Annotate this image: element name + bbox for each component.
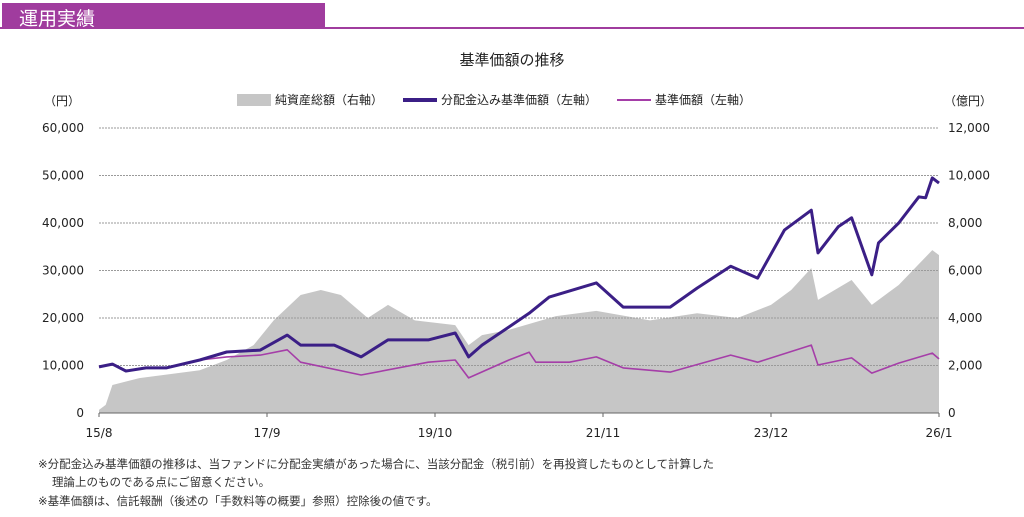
legend-swatch-nav (617, 98, 652, 101)
x-tick-label: 26/1 (926, 426, 953, 440)
section-title: 運用実績 (19, 8, 96, 30)
y-right-tick-label: 8,000 (948, 216, 982, 230)
left-axis-unit: （円） (44, 94, 81, 108)
legend-item-net-assets: 純資産総額（右軸） (237, 91, 383, 108)
series-line-nav-reinvested (98, 176, 940, 373)
y-left-tick-label: 10,000 (42, 359, 84, 373)
note-3: ※基準価額は、信託報酬（後述の「手数料等の概要」参照）控除後の値です。 (38, 494, 438, 508)
y-left-tick-label: 60,000 (42, 121, 84, 135)
y-left-tick-label: 50,000 (42, 169, 84, 183)
x-tick-label: 17/9 (254, 426, 281, 440)
legend-label-nav-reinvested: 分配金込み基準価額（左軸） (441, 93, 598, 107)
y-right-tick-label: 2,000 (948, 359, 982, 373)
y-right-tick-label: 4,000 (948, 311, 982, 325)
legend-label-net-assets: 純資産総額（右軸） (275, 93, 384, 107)
x-tick-label: 19/10 (418, 426, 453, 440)
note-1: ※分配金込み基準価額の推移は、当ファンドに分配金実績があった場合に、当該分配金（… (38, 457, 714, 471)
x-tick-label: 23/12 (754, 426, 789, 440)
y-left-tick-label: 30,000 (42, 264, 84, 278)
x-tick-label: 15/8 (86, 426, 113, 440)
legend-label-nav: 基準価額（左軸） (655, 93, 752, 107)
y-right-tick-label: 0 (948, 406, 956, 420)
y-right-tick-label: 6,000 (948, 264, 982, 278)
right-axis-unit: （億円） (944, 94, 993, 108)
note-2: 理論上のものである点にご留意ください。 (52, 475, 271, 489)
header-divider (0, 27, 1024, 29)
section-header: 運用実績 (2, 3, 325, 30)
legend-swatch-net-assets (237, 93, 271, 106)
chart-title: 基準価額の推移 (459, 51, 565, 69)
x-tick-label: 21/11 (586, 426, 621, 440)
legend-item-nav: 基準価額（左軸） (617, 91, 751, 108)
y-right-tick-label: 12,000 (948, 121, 990, 135)
legend: 純資産総額（右軸） 分配金込み基準価額（左軸） 基準価額（左軸） (237, 91, 771, 108)
series-area-net-assets (99, 250, 939, 413)
y-left-tick-label: 20,000 (42, 311, 84, 325)
y-left-tick-label: 0 (76, 406, 84, 420)
y-right-tick-label: 10,000 (948, 169, 990, 183)
legend-swatch-nav-reinvested (403, 97, 438, 102)
legend-item-nav-reinvested: 分配金込み基準価額（左軸） (403, 91, 597, 108)
y-left-tick-label: 40,000 (42, 216, 84, 230)
